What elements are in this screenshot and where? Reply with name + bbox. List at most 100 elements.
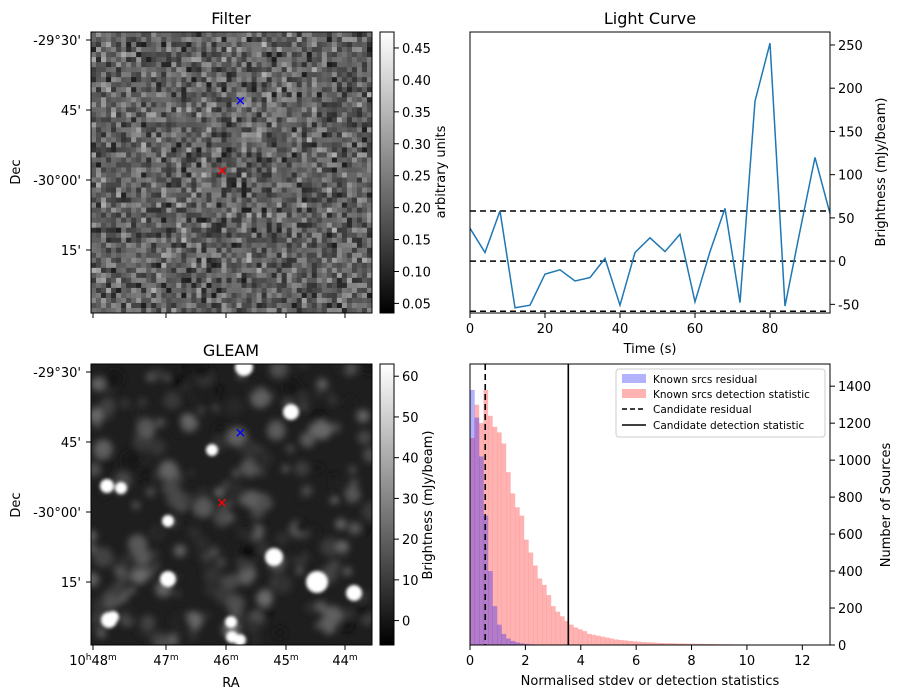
ra-minutes-unit: m: [170, 653, 179, 663]
lightcurve-bg: [470, 32, 830, 313]
histogram-bar: [506, 638, 511, 645]
ra-tick-label: 47m: [153, 653, 178, 669]
histogram-frame: [469, 363, 831, 646]
legend-label-residual: Known srcs residual: [653, 374, 757, 386]
histogram-bar: [470, 389, 475, 645]
histogram-bar: [533, 565, 538, 645]
histogram-bar: [501, 443, 507, 645]
y-tick-label: 200: [838, 602, 863, 617]
x-tick-label: 40: [612, 322, 629, 337]
legend-label-detection: Known srcs detection statistic: [653, 389, 810, 401]
lightcurve-ylabel: Brightness (mJy/beam): [874, 98, 889, 247]
histogram-legend: Known srcs residual Known srcs detection…: [615, 368, 826, 438]
filter-title: Filter: [211, 9, 251, 28]
legend-swatch-detection: [622, 389, 646, 398]
histogram-bar: [497, 432, 502, 645]
histogram-panel: 0 2 4 6 8 10 12 0 200 400 600 800 1000 1200 1400 Norm…: [466, 363, 894, 689]
histogram-bar: [650, 642, 655, 645]
y-tick-label: 1000: [838, 454, 871, 469]
histogram-bar: [519, 643, 525, 645]
filter-y-axis: -29°30' 45' -30°00' 15': [33, 34, 91, 259]
legend-box: [615, 368, 826, 438]
filter-colorbar-label: arbitrary units: [434, 125, 449, 218]
colorbar-tick-label: 40: [402, 452, 419, 467]
histogram-bar: [645, 642, 651, 645]
y-tick-label: 800: [838, 491, 863, 506]
histogram-bar: [627, 640, 633, 645]
filter-colorbar: [379, 31, 395, 314]
colorbar-tick-label: 0.40: [402, 74, 431, 89]
histogram-bar: [474, 417, 480, 645]
histogram-bar: [609, 638, 615, 645]
ra-minutes: 46: [213, 654, 230, 669]
lightcurve-frame: [469, 31, 831, 314]
y-tick-label: 200: [838, 82, 863, 97]
ra-minutes: 44: [332, 654, 349, 669]
x-tick-label: 0: [466, 654, 474, 669]
histogram-bar: [492, 426, 498, 645]
histogram-bar: [560, 616, 565, 645]
x-tick-label: 8: [687, 654, 695, 669]
histogram-bar: [654, 642, 660, 645]
histogram-bar: [506, 472, 511, 645]
histogram-candidate-lines: [484, 364, 570, 645]
histogram-bar: [663, 643, 669, 645]
filter-frame: [90, 31, 373, 314]
histogram-bar: [542, 584, 547, 645]
histogram-bar: [690, 643, 696, 645]
lightcurve-panel: Light Curve 0 20 40 60 80 -50 0 50 100 150 200 250…: [466, 9, 889, 357]
colorbar-tick-label: 0.30: [402, 138, 431, 153]
histogram-bar: [501, 633, 507, 645]
histogram-bar: [524, 643, 529, 645]
histogram-bar: [524, 539, 529, 646]
histogram-bar: [492, 606, 498, 645]
colorbar-tick-label: 0.20: [402, 202, 431, 217]
histogram-bar: [564, 620, 570, 645]
red-cross-marker: [217, 166, 226, 175]
y-tick-label: 150: [838, 125, 863, 140]
colorbar-tick-label: 0: [402, 615, 410, 630]
y-tick-label: 0: [838, 639, 846, 654]
filter-ylabel: Dec: [9, 159, 24, 184]
histogram-xlabel: Normalised stdev or detection statistics: [521, 674, 780, 689]
gleam-y-axis: -29°30' 45' -30°00' 15': [33, 366, 91, 591]
red-cross-marker: [217, 498, 226, 507]
ra-hours: 10: [69, 654, 86, 669]
dec-tick-label: 45': [61, 436, 81, 451]
lightcurve-thresholds: [470, 210, 830, 313]
histogram-bar: [470, 437, 475, 645]
histogram-bar: [555, 611, 561, 645]
histogram-bar: [605, 637, 610, 645]
ra-minutes: 45: [273, 654, 290, 669]
histogram-bar: [479, 423, 484, 645]
gleam-ylabel: Dec: [9, 492, 24, 517]
filter-colorbar-ticks: 0.05 0.10 0.15 0.20 0.25 0.30 0.35 0.40 0.45: [394, 42, 431, 312]
gleam-colorbar: [379, 363, 395, 646]
x-tick-label: 12: [794, 654, 811, 669]
y-tick-label: 600: [838, 528, 863, 543]
ra-tick-label: 44m: [332, 653, 357, 669]
histogram-bar: [686, 643, 691, 645]
histogram-bar: [488, 571, 493, 645]
dec-tick-label: 45': [61, 104, 81, 119]
colorbar-tick-label: 0.45: [402, 42, 431, 57]
histogram-bar: [515, 507, 520, 645]
legend-swatch-residual: [622, 374, 646, 383]
lightcurve-y-axis: -50 0 50 100 150 200 250: [830, 39, 863, 313]
lightcurve-x-axis: 0 20 40 60 80: [466, 313, 778, 337]
dec-tick-label: -30°00': [33, 506, 81, 521]
y-tick-label: 1400: [838, 380, 871, 395]
histogram-bar: [623, 640, 628, 645]
histogram-bar: [641, 642, 646, 645]
histogram-bar: [596, 635, 601, 645]
ra-hours-unit: h: [86, 653, 92, 663]
ra-minutes: 47: [153, 654, 170, 669]
blue-cross-marker: [236, 428, 245, 437]
lightcurve-title: Light Curve: [604, 9, 696, 28]
gleam-colorbar-label: Brightness (mJy/beam): [421, 431, 436, 580]
gleam-image: [91, 364, 372, 645]
y-tick-label: 50: [838, 212, 855, 227]
histogram-bar: [578, 629, 583, 645]
histogram-bar: [681, 643, 687, 645]
x-tick-label: 20: [537, 322, 554, 337]
